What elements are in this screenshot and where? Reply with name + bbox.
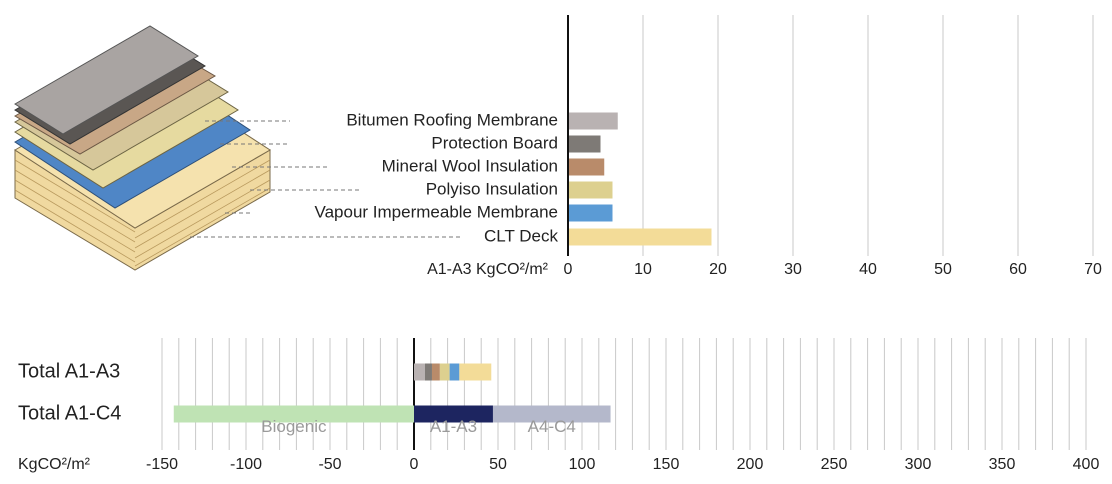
category-label: CLT Deck xyxy=(484,226,559,245)
x-tick-label: -50 xyxy=(318,456,341,473)
x-tick-label: 350 xyxy=(989,456,1016,473)
bar-segment xyxy=(432,364,440,381)
x-tick-label: 0 xyxy=(564,261,573,278)
x-tick-label: 50 xyxy=(489,456,507,473)
x-axis-label: KgCO²/m² xyxy=(18,456,91,473)
x-tick-label: 0 xyxy=(410,456,419,473)
x-tick-label: 150 xyxy=(653,456,680,473)
x-tick-label: 30 xyxy=(784,261,802,278)
x-tick-label: 60 xyxy=(1009,261,1027,278)
x-tick-label: 70 xyxy=(1084,261,1102,278)
x-tick-label: 20 xyxy=(709,261,727,278)
bar-segment xyxy=(414,364,425,381)
x-tick-label: 10 xyxy=(634,261,652,278)
segment-label: Biogenic xyxy=(261,417,327,436)
bar xyxy=(569,229,712,246)
x-axis-label: A1-A3 KgCO²/m² xyxy=(427,261,549,278)
bar xyxy=(569,182,613,199)
category-label: Protection Board xyxy=(431,133,558,152)
bar-segment xyxy=(459,364,491,381)
x-tick-label: -150 xyxy=(146,456,178,473)
category-label: Mineral Wool Insulation xyxy=(382,156,558,175)
x-tick-label: 200 xyxy=(737,456,764,473)
bar-segment xyxy=(425,364,432,381)
x-tick-label: 40 xyxy=(859,261,877,278)
x-tick-label: 250 xyxy=(821,456,848,473)
category-label: Total A1-A3 xyxy=(18,360,120,382)
category-label: Total A1-C4 xyxy=(18,402,121,424)
x-tick-label: 100 xyxy=(569,456,596,473)
bar-segment xyxy=(450,364,460,381)
bar xyxy=(569,159,604,176)
x-tick-label: -100 xyxy=(230,456,262,473)
category-label: Vapour Impermeable Membrane xyxy=(315,202,558,221)
bar xyxy=(569,136,601,153)
bar-segment xyxy=(440,364,450,381)
x-tick-label: 50 xyxy=(934,261,952,278)
bar xyxy=(569,205,613,222)
chart: 0 10 20 30 40 50 60 70 A1-A3 KgCO²/m² Bitumen Roo… xyxy=(0,0,1112,479)
roof-illustration xyxy=(15,26,460,270)
segment-label: A1-A3 xyxy=(430,417,477,436)
x-tick-label: 400 xyxy=(1073,456,1100,473)
category-label: Polyiso Insulation xyxy=(426,179,558,198)
x-tick-label: 300 xyxy=(905,456,932,473)
category-label: Bitumen Roofing Membrane xyxy=(346,110,558,129)
segment-label: A4-C4 xyxy=(528,417,576,436)
bar xyxy=(569,113,618,130)
